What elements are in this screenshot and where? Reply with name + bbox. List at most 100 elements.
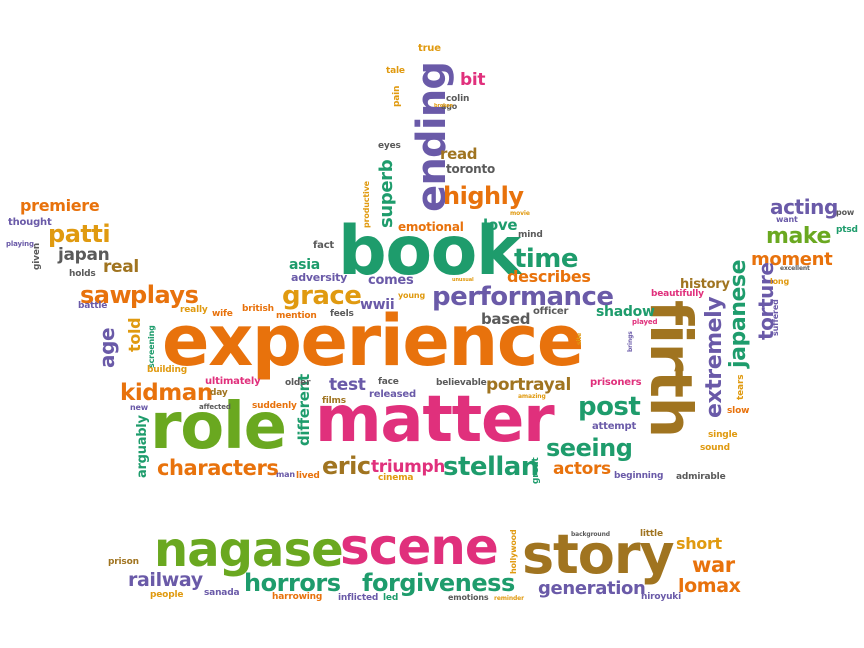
word: eyes	[378, 141, 401, 151]
word: characters	[157, 456, 279, 480]
word: building	[147, 365, 187, 375]
word: given	[32, 242, 42, 270]
word: pain	[392, 85, 402, 107]
word: extremely	[702, 296, 727, 418]
word: great	[531, 457, 541, 484]
word: face	[378, 377, 399, 387]
word: inflicted	[338, 593, 379, 603]
word: productive	[362, 181, 371, 228]
word: generation	[538, 578, 646, 599]
word: attempt	[592, 421, 637, 432]
word: british	[242, 304, 274, 314]
word: lomax	[678, 575, 741, 597]
word: superb	[376, 159, 397, 228]
word: older	[285, 378, 311, 388]
word: films	[322, 396, 346, 406]
word: led	[383, 593, 399, 603]
word: little	[640, 529, 663, 539]
word: post	[578, 392, 641, 422]
word: colin	[446, 94, 470, 104]
word: hollywood	[509, 529, 518, 574]
word: forgiveness	[362, 569, 515, 597]
word: story	[522, 523, 675, 586]
word: wife	[212, 309, 233, 319]
word: slow	[727, 406, 750, 416]
word: asia	[289, 257, 320, 273]
word: shadow	[596, 304, 655, 320]
word: plays	[130, 281, 199, 309]
word: patti	[48, 220, 111, 248]
word: ptsd	[836, 225, 858, 235]
word: based	[481, 310, 531, 328]
word: suffered	[771, 299, 780, 336]
word: adversity	[291, 271, 348, 284]
word: war	[692, 553, 735, 577]
word: railway	[128, 569, 203, 591]
word: told	[125, 317, 144, 352]
word: seeing	[546, 434, 633, 462]
word: really	[180, 305, 208, 315]
word: cinema	[378, 473, 414, 483]
word: broken	[434, 103, 454, 109]
word: grace	[282, 281, 362, 311]
word: acting	[770, 195, 838, 219]
word: prison	[108, 557, 139, 567]
word: feels	[330, 309, 354, 319]
word: single	[708, 430, 738, 440]
word: read	[440, 145, 478, 163]
word: background	[571, 531, 610, 538]
word: moment	[751, 249, 833, 270]
word: battle	[78, 301, 108, 311]
word: experience	[162, 300, 584, 382]
word: site	[576, 332, 583, 345]
word: book	[338, 212, 521, 291]
word: admirable	[676, 472, 726, 482]
word: lived	[296, 471, 320, 481]
word: beginning	[614, 471, 664, 481]
word: history	[680, 277, 730, 292]
word: emotions	[448, 593, 489, 602]
word: japan	[58, 245, 110, 265]
word: test	[329, 375, 366, 395]
word: beautifully	[651, 289, 704, 299]
word: long	[770, 277, 790, 286]
word: unusual	[452, 277, 474, 283]
word: actors	[553, 459, 611, 479]
word: released	[369, 389, 416, 400]
word: want	[776, 215, 798, 224]
word: make	[766, 224, 831, 249]
word: toronto	[446, 162, 495, 176]
word: wwii	[360, 297, 395, 313]
word: true	[418, 43, 441, 54]
word: performance	[432, 282, 614, 312]
word: scene	[340, 518, 499, 576]
word: amazing	[518, 393, 546, 400]
word: prisoners	[590, 377, 642, 388]
word: describes	[507, 267, 591, 286]
word: tale	[386, 66, 405, 76]
word: new	[130, 403, 149, 412]
word: thought	[8, 217, 52, 228]
word: arguably	[135, 415, 150, 478]
word: highly	[443, 182, 524, 210]
word: triumph	[371, 457, 446, 477]
word: ago	[441, 102, 458, 111]
word: horrors	[244, 569, 341, 597]
word: suddenly	[252, 401, 297, 411]
word: brings	[627, 331, 634, 352]
word: love	[483, 216, 518, 234]
word: movie	[510, 210, 530, 217]
word: playing	[6, 240, 34, 248]
word: kidman	[120, 380, 213, 406]
word: japanese	[726, 259, 751, 368]
word: hiroyuki	[641, 592, 682, 602]
word: nagase	[154, 522, 344, 578]
word: affected	[199, 403, 231, 411]
word: man	[276, 470, 295, 479]
word: emotional	[398, 220, 464, 234]
word: screening	[147, 325, 156, 368]
word: harrowing	[272, 592, 323, 602]
word: excellent	[780, 265, 810, 272]
word: matter	[315, 383, 555, 457]
